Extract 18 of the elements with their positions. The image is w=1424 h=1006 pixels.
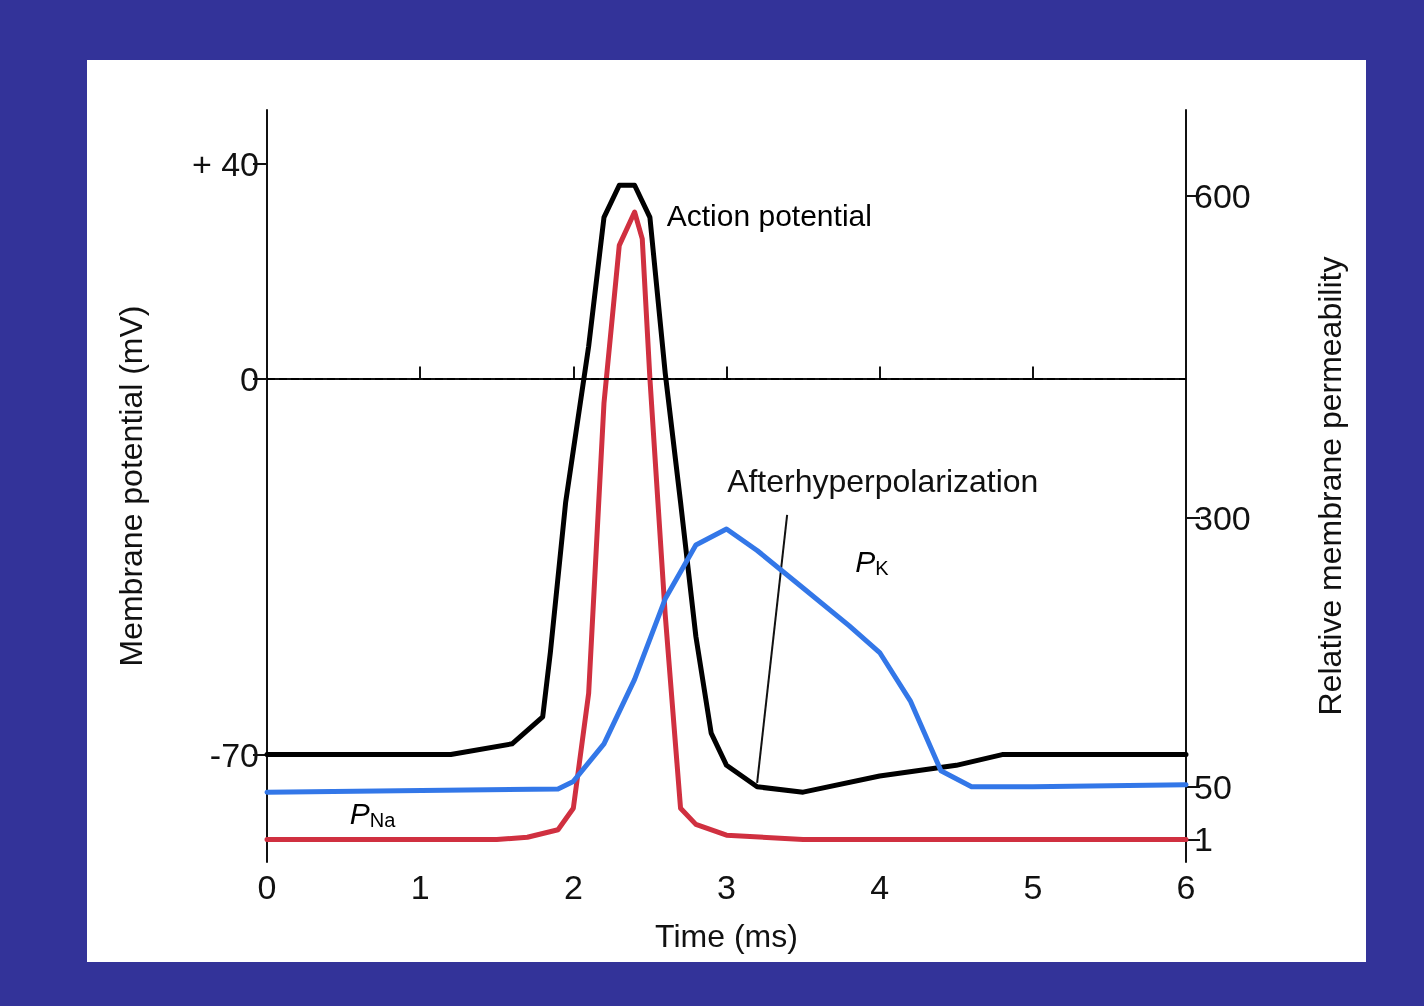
y2-tick-label: 300 xyxy=(1194,499,1251,538)
y2-tick-label: 600 xyxy=(1194,176,1251,215)
y-tick-label: -70 xyxy=(209,735,259,774)
x-axis-title: Time (ms) xyxy=(655,918,798,954)
annotation: Afterhyperpolarization xyxy=(727,462,1039,499)
y-axis-title: Membrane potential (mV) xyxy=(113,305,149,667)
x-tick-label: 6 xyxy=(1176,868,1196,906)
y-tick-label: 0 xyxy=(240,359,259,398)
x-tick-label: 3 xyxy=(717,868,736,906)
x-tick-label: 5 xyxy=(1023,868,1043,906)
y-tick-label: + 40 xyxy=(191,144,259,183)
y2-axis-title: Relative membrane permeability xyxy=(1312,256,1348,716)
y2-tick-label: 1 xyxy=(1194,820,1213,859)
x-tick-label: 1 xyxy=(410,868,430,906)
y2-tick-label: 50 xyxy=(1194,767,1232,806)
x-tick-label: 2 xyxy=(563,868,583,906)
series-label: Action potential xyxy=(666,198,872,232)
x-tick-label: 4 xyxy=(870,868,890,906)
